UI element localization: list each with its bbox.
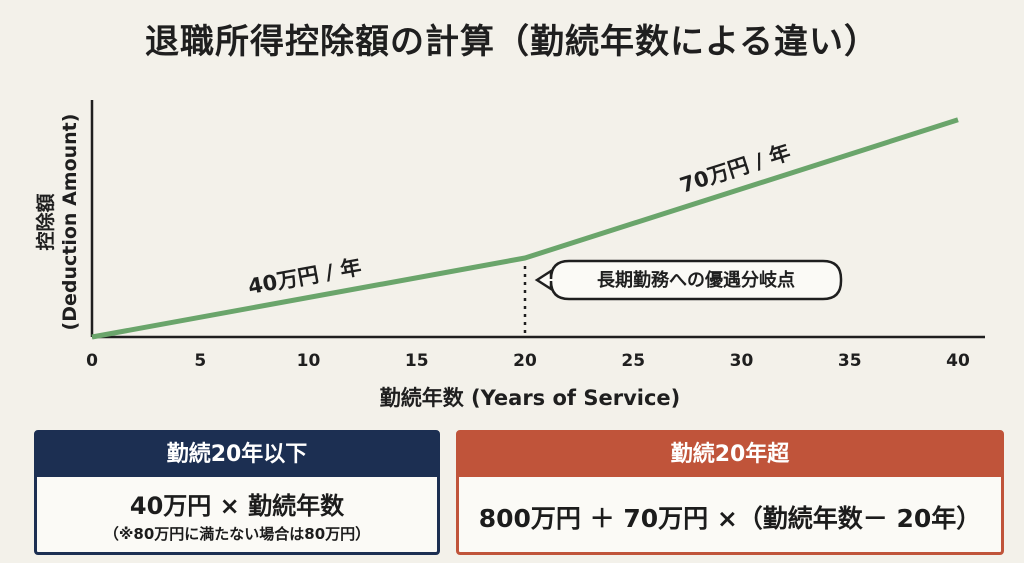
x-tick-label: 40 bbox=[946, 351, 970, 371]
formula-text: 800万円 ＋ 70万円 ×（勤続年数－ 20年） bbox=[478, 504, 982, 533]
x-tick-label: 5 bbox=[194, 351, 206, 371]
x-tick-label: 0 bbox=[86, 351, 98, 371]
x-axis-label: 勤続年数 (Years of Service) bbox=[380, 386, 681, 410]
x-tick-label: 20 bbox=[513, 351, 537, 371]
chart-area: 0 5 10 15 20 25 30 35 40 勤続年数 (Years of Service)… bbox=[34, 100, 985, 410]
formula-box-over-20: 勤続20年超 800万円 ＋ 70万円 ×（勤続年数－ 20年） bbox=[456, 430, 1004, 555]
x-tick-labels: 0 5 10 15 20 25 30 35 40 bbox=[86, 351, 970, 371]
chart-title: 退職所得控除額の計算（勤続年数による違い） bbox=[145, 22, 879, 62]
x-tick-label: 10 bbox=[297, 351, 321, 371]
y-axis-label: 控除額 (Deduction Amount) bbox=[34, 114, 81, 331]
y-axis-label-line2: (Deduction Amount) bbox=[59, 114, 81, 331]
x-tick-label: 30 bbox=[730, 351, 754, 371]
formula-box-heading: 勤続20年以下 bbox=[37, 433, 437, 477]
formula-note: （※80万円に満たない場合は80万円） bbox=[103, 525, 371, 543]
formula-box-20-or-less: 勤続20年以下 40万円 × 勤続年数 （※80万円に満たない場合は80万円） bbox=[34, 430, 440, 555]
series-line-group bbox=[91, 117, 959, 340]
series-line bbox=[91, 117, 959, 340]
x-tick-label: 35 bbox=[838, 351, 862, 371]
breakpoint-label: 長期勤務への優遇分岐点 bbox=[597, 269, 795, 291]
x-tick-label: 25 bbox=[621, 351, 645, 371]
breakpoint-callout bbox=[534, 259, 843, 301]
x-tick-label: 15 bbox=[405, 351, 429, 371]
formula-box-heading: 勤続20年超 bbox=[459, 433, 1001, 477]
y-axis-label-line1: 控除額 bbox=[34, 193, 57, 250]
formula-text: 40万円 × 勤続年数 bbox=[129, 492, 345, 520]
